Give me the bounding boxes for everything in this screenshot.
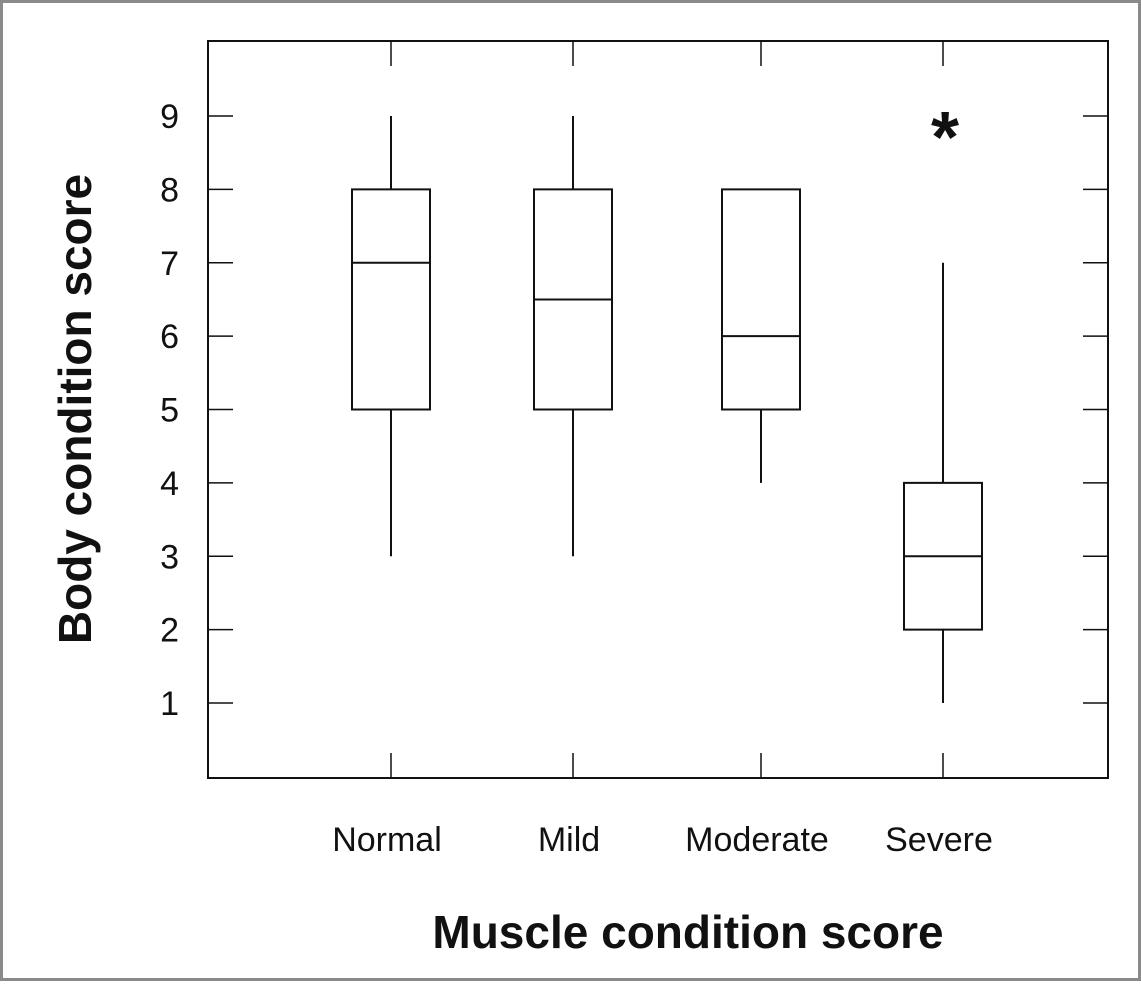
x-tick-label-severe: Severe (885, 821, 993, 859)
x-tick-label-moderate: Moderate (685, 821, 829, 859)
x-axis-title: Muscle condition score (432, 906, 943, 958)
iqr-box-normal (352, 189, 430, 409)
y-tick-label: 1 (160, 685, 179, 723)
x-axis: Normal Mild Moderate Severe (332, 41, 993, 859)
y-tick-label: 4 (160, 465, 179, 503)
y-tick-label: 3 (160, 538, 179, 576)
x-tick-label-normal: Normal (332, 821, 442, 859)
significance-asterisk: * (931, 98, 959, 178)
y-tick-label: 9 (160, 98, 179, 136)
box-mild (534, 116, 612, 556)
box-severe (904, 263, 982, 703)
iqr-box-moderate (722, 189, 800, 409)
plot-area (208, 41, 1108, 778)
annotations: * (931, 98, 959, 178)
y-tick-label: 2 (160, 612, 179, 650)
y-axis-title: Body condition score (49, 174, 101, 644)
box-series (352, 116, 982, 703)
y-tick-label: 8 (160, 171, 179, 209)
box-normal (352, 116, 430, 556)
x-tick-label-mild: Mild (538, 821, 600, 859)
y-tick-label: 5 (160, 392, 179, 430)
y-tick-label: 6 (160, 318, 179, 356)
box-moderate (722, 189, 800, 483)
y-tick-label: 7 (160, 245, 179, 283)
boxplot-chart: 1 2 3 4 5 6 7 8 9 Normal Mild Moderate Severe * Mus… (3, 3, 1141, 984)
